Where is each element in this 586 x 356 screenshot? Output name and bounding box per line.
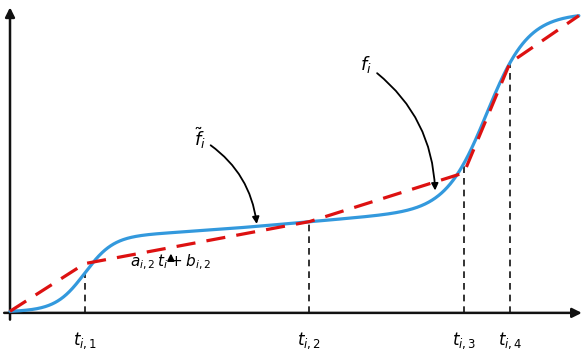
Text: $a_{i,2}\, t_i + b_{i,2}$: $a_{i,2}\, t_i + b_{i,2}$ <box>130 252 212 272</box>
Text: $t_{i,2}$: $t_{i,2}$ <box>297 330 321 351</box>
Text: $t_{i,4}$: $t_{i,4}$ <box>498 330 522 351</box>
Text: $t_{i,3}$: $t_{i,3}$ <box>452 330 476 351</box>
Text: $t_{i,1}$: $t_{i,1}$ <box>73 330 97 351</box>
Text: $\tilde{f}_i$: $\tilde{f}_i$ <box>193 125 258 222</box>
Text: $f_i$: $f_i$ <box>360 54 438 188</box>
